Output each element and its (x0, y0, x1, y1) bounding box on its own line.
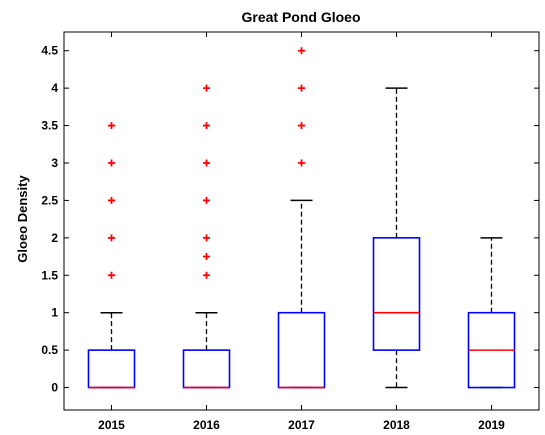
y-tick-label: 0.5 (41, 343, 58, 357)
outlier-point (203, 122, 210, 129)
y-tick-label: 1.5 (41, 268, 58, 282)
iqr-box (184, 350, 230, 387)
y-tick-label: 4.5 (41, 44, 58, 58)
x-tick-label: 2016 (193, 418, 220, 432)
outlier-point (108, 272, 115, 279)
outlier-point (108, 159, 115, 166)
outlier-point (108, 122, 115, 129)
outlier-point (108, 234, 115, 241)
box-2019 (469, 238, 515, 388)
boxes-layer (89, 47, 515, 387)
y-tick-label: 0 (51, 381, 58, 395)
outlier-point (203, 197, 210, 204)
outlier-point (298, 47, 305, 54)
box-2016 (184, 85, 230, 388)
outlier-point (203, 85, 210, 92)
y-tick-label: 1 (51, 306, 58, 320)
outlier-point (298, 159, 305, 166)
outlier-point (203, 234, 210, 241)
outlier-point (203, 159, 210, 166)
y-tick-label: 2 (51, 231, 58, 245)
y-axis: 0 0.5 1 1.5 2 2.5 3 3.5 4 4.5 (41, 44, 539, 395)
x-tick-label: 2017 (288, 418, 315, 432)
outlier-point (298, 85, 305, 92)
iqr-box (374, 238, 420, 350)
y-axis-label: Gloeo Density (15, 175, 30, 263)
chart-title: Great Pond Gloeo (241, 9, 360, 25)
y-tick-label: 2.5 (41, 193, 58, 207)
outlier-point (203, 253, 210, 260)
outlier-point (108, 197, 115, 204)
outlier-point (203, 272, 210, 279)
x-tick-label: 2015 (98, 418, 125, 432)
box-2018 (374, 88, 420, 387)
iqr-box (89, 350, 135, 387)
y-tick-label: 4 (51, 81, 58, 95)
iqr-box (279, 313, 325, 388)
x-tick-label: 2019 (478, 418, 505, 432)
box-2017 (279, 47, 325, 387)
x-tick-label: 2018 (383, 418, 410, 432)
outlier-point (298, 122, 305, 129)
y-tick-label: 3 (51, 156, 58, 170)
box-2015 (89, 122, 135, 387)
y-tick-label: 3.5 (41, 119, 58, 133)
